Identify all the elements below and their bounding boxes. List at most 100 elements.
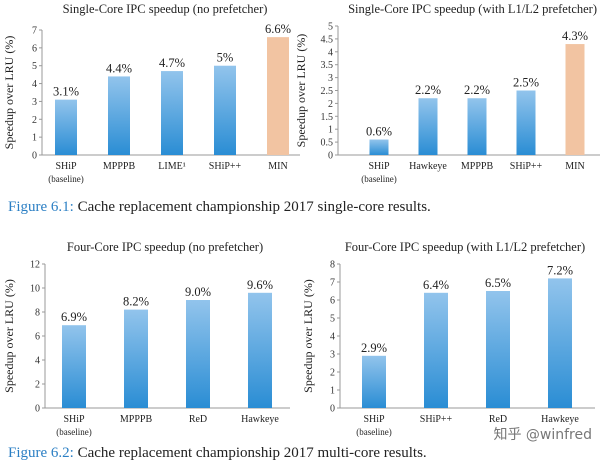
bar-min — [565, 44, 585, 156]
y-tick-label: 0 — [330, 404, 335, 415]
bar-ship — [362, 355, 386, 408]
y-tick-label: 8 — [330, 260, 335, 271]
bar-mpppb — [108, 76, 130, 155]
y-tick-label: 3 — [32, 97, 37, 108]
bar-red — [486, 291, 510, 408]
caption-label: Figure 6.1: — [8, 199, 74, 215]
x-tick-label: ReD — [189, 414, 207, 425]
y-tick-label: 3.5 — [321, 60, 334, 71]
y-tick-label: 4 — [32, 79, 37, 90]
y-tick-label: 7 — [330, 278, 335, 289]
x-tick-label: MPPPB — [461, 161, 494, 172]
y-tick-label: 0 — [35, 404, 40, 415]
y-tick-label: 1.5 — [321, 112, 334, 123]
y-tick-label: 1 — [32, 133, 37, 144]
y-tick-label: 7 — [32, 26, 37, 37]
bar-ship — [55, 99, 77, 155]
caption-text: Cache replacement championship 2017 sing… — [73, 199, 431, 215]
data-label: 9.6% — [247, 278, 273, 292]
y-tick-label: 0 — [328, 151, 333, 162]
x-tick-label: SHiP++ — [510, 161, 543, 172]
y-tick-label: 5 — [330, 314, 335, 325]
chart-title: Four-Core IPC speedup (with L1/L2 prefet… — [345, 240, 585, 254]
y-tick-label: 6 — [32, 43, 37, 54]
chart-title: Single-Core IPC speedup (with L1/L2 pref… — [348, 2, 597, 16]
y-tick-label: 2.5 — [321, 86, 334, 97]
data-label: 9.0% — [185, 285, 211, 299]
bar-min — [267, 37, 289, 156]
x-tick-sublabel: (baseline) — [356, 427, 391, 437]
y-tick-label: 3 — [330, 350, 335, 361]
data-label: 3.1% — [53, 85, 79, 99]
y-tick-label: 8 — [35, 308, 40, 319]
x-tick-label: MPPPB — [120, 414, 153, 425]
data-label: 2.2% — [415, 83, 441, 97]
y-tick-label: 0.5 — [321, 138, 334, 149]
data-label: 5% — [217, 51, 234, 65]
bar-mpppb — [467, 98, 487, 155]
y-tick-label: 1 — [328, 125, 333, 136]
data-label: 8.2% — [123, 295, 149, 309]
x-tick-sublabel: (baseline) — [56, 427, 91, 437]
x-tick-label: SHiP — [63, 414, 85, 425]
x-tick-label: Hawkeye — [409, 161, 447, 172]
y-tick-label: 3 — [328, 73, 333, 84]
bar-lime — [161, 71, 183, 155]
y-tick-label: 4 — [35, 356, 40, 367]
x-tick-label: SHiP — [368, 161, 390, 172]
figure-6-2-caption: Figure 6.2: Cache replacement championsh… — [8, 445, 427, 462]
y-tick-label: 2 — [35, 380, 40, 391]
x-tick-label: MIN — [565, 161, 584, 172]
y-tick-label: 4.5 — [321, 34, 334, 45]
y-tick-label: 4 — [330, 332, 335, 343]
x-tick-label: SHiP++ — [209, 161, 242, 172]
bar-ship — [214, 65, 236, 155]
x-tick-sublabel: (baseline) — [48, 174, 83, 184]
data-label: 7.2% — [547, 263, 573, 277]
y-tick-label: 10 — [30, 284, 40, 295]
x-tick-label: SHiP++ — [420, 414, 453, 425]
data-label: 4.3% — [562, 29, 588, 43]
bar-hawkeye — [418, 98, 438, 155]
data-label: 2.2% — [464, 83, 490, 97]
data-label: 6.6% — [265, 22, 291, 36]
y-tick-label: 2 — [32, 115, 37, 126]
y-tick-label: 0 — [32, 151, 37, 162]
watermark: 知乎 @winfred — [493, 427, 592, 443]
data-label: 0.6% — [366, 125, 392, 139]
x-tick-label: MIN — [268, 161, 287, 172]
y-tick-label: 1 — [330, 386, 335, 397]
chart-title: Single-Core IPC speedup (no prefetcher) — [63, 2, 268, 16]
y-tick-label: 4 — [328, 47, 333, 58]
bar-hawkeye — [248, 292, 272, 408]
y-axis-label: Speedup over LRU (%) — [294, 34, 308, 148]
x-tick-label: MPPPB — [103, 161, 136, 172]
y-axis-label: Speedup over LRU (%) — [2, 36, 16, 150]
caption-label: Figure 6.2: — [8, 445, 74, 461]
y-tick-label: 5 — [328, 22, 333, 33]
y-tick-label: 6 — [35, 332, 40, 343]
data-label: 4.4% — [106, 61, 132, 75]
x-tick-label: Hawkeye — [241, 414, 279, 425]
x-tick-label: Hawkeye — [541, 414, 579, 425]
x-tick-label: ReD — [489, 414, 507, 425]
data-label: 6.9% — [61, 310, 87, 324]
y-axis-label: Speedup over LRU (%) — [301, 279, 315, 393]
bar-ship — [424, 292, 448, 408]
y-tick-label: 5 — [32, 61, 37, 72]
chart-title: Four-Core IPC speedup (no prefetcher) — [67, 240, 263, 254]
data-label: 2.9% — [361, 341, 387, 355]
y-tick-label: 12 — [30, 260, 40, 271]
figure-6-1-caption: Figure 6.1: Cache replacement championsh… — [8, 199, 431, 216]
bar-mpppb — [124, 309, 148, 408]
bar-ship — [62, 325, 86, 408]
x-tick-sublabel: (baseline) — [361, 174, 396, 184]
caption-text: Cache replacement championship 2017 mult… — [73, 445, 427, 461]
data-label: 6.5% — [485, 276, 511, 290]
bar-ship — [369, 139, 389, 155]
bar-ship — [516, 90, 536, 155]
data-label: 4.7% — [159, 56, 185, 70]
y-tick-label: 6 — [330, 296, 335, 307]
y-axis-label: Speedup over LRU (%) — [2, 279, 16, 393]
